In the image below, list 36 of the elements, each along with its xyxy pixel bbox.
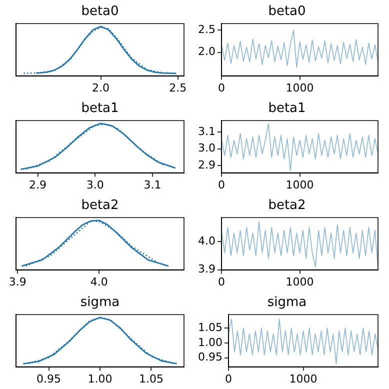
chart-title: beta2 (81, 198, 119, 214)
chart-title: beta2 (268, 198, 306, 214)
x-tick-label: 4.0 (90, 275, 108, 288)
y-tick-label: 3.1 (198, 124, 216, 138)
y-tick-label: 3.9 (198, 262, 216, 276)
chart-title: beta0 (81, 4, 119, 20)
y-tick-label: 1.05 (198, 320, 222, 334)
x-tick-label: 1000 (286, 275, 314, 288)
y-tick-label: 0.95 (198, 350, 222, 364)
x-tick-label: 2.9 (29, 178, 47, 192)
x-tick-label: 2.0 (92, 81, 110, 94)
x-tick-label: 0 (224, 372, 232, 386)
chart-title: beta0 (268, 4, 306, 20)
x-tick-label: 3.9 (8, 275, 26, 288)
x-tick-label: 2.5 (169, 81, 187, 94)
x-tick-label: 3.0 (86, 178, 104, 192)
x-tick-label: 0 (218, 275, 225, 288)
y-tick-label: 4.0 (198, 234, 216, 248)
chart-title: sigma (80, 295, 120, 310)
x-tick-label: 0 (218, 81, 225, 94)
y-tick-label: 2.5 (198, 23, 216, 36)
y-tick-label: 2.0 (198, 45, 216, 58)
x-tick-label: 0 (218, 178, 225, 192)
chart-title: beta1 (268, 101, 306, 116)
chart-title: sigma (267, 295, 307, 310)
y-tick-label: 1.00 (198, 336, 222, 349)
x-tick-label: 1.05 (138, 372, 164, 386)
chart-title: beta1 (81, 101, 119, 116)
y-tick-label: 2.9 (198, 158, 216, 172)
x-tick-label: 1000 (286, 81, 314, 94)
x-tick-label: 1000 (286, 178, 314, 192)
x-tick-label: 3.1 (144, 178, 162, 192)
x-tick-label: 0.95 (36, 372, 62, 386)
x-tick-label: 1000 (289, 372, 318, 386)
x-tick-label: 1.00 (88, 372, 112, 386)
y-tick-label: 3.0 (198, 142, 216, 155)
